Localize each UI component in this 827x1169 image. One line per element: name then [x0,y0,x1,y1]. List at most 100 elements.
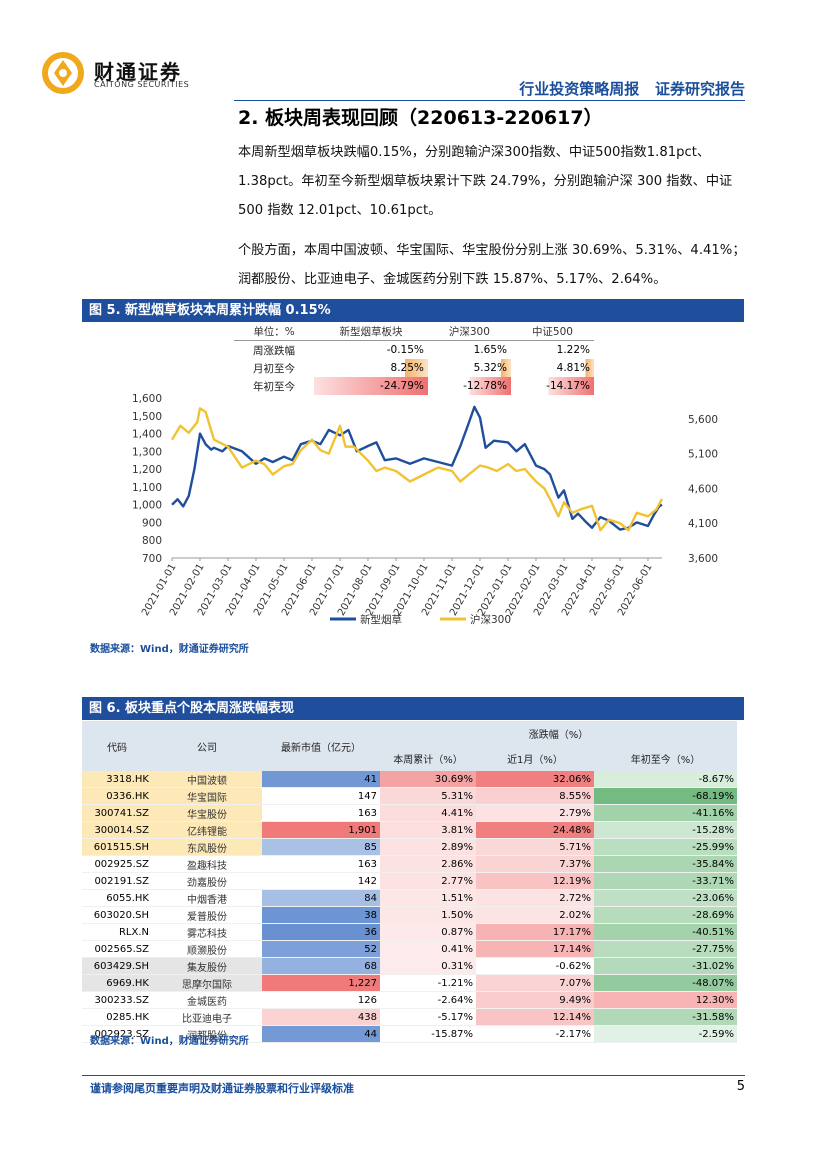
stock-month-change: 17.17% [476,923,594,941]
stock-week-change: -2.64% [380,991,476,1009]
stock-ytd-change: -68.19% [594,787,738,805]
mini-cell: -14.17% [510,377,594,395]
y-right-tick-label: 4,100 [688,518,718,530]
stock-mktcap: 68 [262,957,380,975]
stock-company: 华宝股份 [152,804,262,822]
table-row: 002925.SZ 盈趣科技 163 2.86% 7.37% -35.84% [82,855,738,873]
stock-company: 润都股份 [152,1025,262,1043]
stock-mktcap: 84 [262,889,380,907]
stock-week-change: 0.87% [380,923,476,941]
stock-company: 华宝国际 [152,787,262,805]
table-row: RLX.N 雾芯科技 36 0.87% 17.17% -40.51% [82,923,738,941]
stock-ytd-change: -35.84% [594,855,738,873]
stock-mktcap: 142 [262,872,380,890]
stock-code: 300233.SZ [82,991,152,1009]
stock-mktcap: 163 [262,855,380,873]
stock-week-change: -1.21% [380,974,476,992]
table-row: 300233.SZ 金城医药 126 -2.64% 9.49% 12.30% [82,991,738,1009]
table-row: 300741.SZ 华宝股份 163 4.41% 2.79% -41.16% [82,804,738,822]
stock-mktcap: 126 [262,991,380,1009]
paragraph-1: 本周新型烟草板块跌幅0.15%，分别跑输沪深300指数、中证500指数1.81p… [238,145,733,218]
stock-code: 6055.HK [82,889,152,907]
stock-code: 002565.SZ [82,940,152,958]
header-week: 本周累计（%） [380,746,476,771]
stock-code: 002191.SZ [82,872,152,890]
stock-week-change: 5.31% [380,787,476,805]
mini-row-label: 年初至今 [253,380,296,393]
stock-month-change: 32.06% [476,771,594,788]
y-left-tick-label: 700 [142,553,162,565]
stock-code: 300741.SZ [82,804,152,822]
stock-month-change: 9.49% [476,991,594,1009]
footer-disclaimer: 谨请参阅尾页重要声明及财通证券股票和行业评级标准 [90,1082,354,1095]
table-row: 3318.HK 中国波顿 41 30.69% 32.06% -8.67% [82,771,738,788]
table-row: 0285.HK 比亚迪电子 438 -5.17% 12.14% -31.58% [82,1008,738,1026]
stock-code: 002925.SZ [82,855,152,873]
stock-ytd-change: -31.58% [594,1008,738,1026]
stock-code: 0336.HK [82,787,152,805]
stock-mktcap: 163 [262,804,380,822]
header-change-group: 涨跌幅（%） [380,721,738,746]
stock-month-change: 24.48% [476,821,594,839]
stock-week-change: 30.69% [380,771,476,788]
table-row: 002191.SZ 劲嘉股份 142 2.77% 12.19% -33.71% [82,872,738,890]
series-line-0 [171,405,663,531]
fig5-summary-table: 单位：% 新型烟草板块 沪深300 中证500 周涨跌幅 -0.15% 1.65… [234,322,594,395]
stock-company: 盈趣科技 [152,855,262,873]
table-row: 300014.SZ 亿纬锂能 1,901 3.81% 24.48% -15.28% [82,821,738,839]
stock-month-change: 2.02% [476,906,594,924]
stock-company: 亿纬锂能 [152,821,262,839]
stock-week-change: -15.87% [380,1025,476,1043]
stock-company: 中烟香港 [152,889,262,907]
mini-cell: 4.81% [510,359,594,377]
y-right-tick-label: 3,600 [688,553,718,565]
table-row: 603429.SH 集友股份 68 0.31% -0.62% -31.02% [82,957,738,975]
stock-month-change: 7.37% [476,855,594,873]
stock-mktcap: 44 [262,1025,380,1043]
stock-month-change: 2.79% [476,804,594,822]
stock-month-change: 5.71% [476,838,594,856]
stock-company: 雾芯科技 [152,923,262,941]
mini-header-hs300: 沪深300 [427,322,511,341]
stock-month-change: 2.72% [476,889,594,907]
stock-month-change: 12.14% [476,1008,594,1026]
stock-week-change: 2.86% [380,855,476,873]
stock-week-change: 0.41% [380,940,476,958]
header-mktcap: 最新市值（亿元） [262,721,380,771]
table-row: 6969.HK 思摩尔国际 1,227 -1.21% 7.07% -48.07% [82,974,738,992]
stock-ytd-change: -8.67% [594,771,738,788]
header-divider [234,100,745,101]
header-ytd: 年初至今（%） [594,746,738,771]
mini-cell: -0.15% [386,344,424,356]
y-left-tick-label: 1,500 [132,411,162,423]
fig5-source: 数据来源：Wind，财通证券研究所 [90,644,249,655]
y-right-tick-label: 5,600 [688,414,718,426]
stock-month-change: 7.07% [476,974,594,992]
stock-mktcap: 1,901 [262,821,380,839]
y-left-tick-label: 1,100 [132,482,162,494]
stock-code: 0285.HK [82,1008,152,1026]
stock-company: 劲嘉股份 [152,872,262,890]
stock-mktcap: 1,227 [262,974,380,992]
fig5-title: 图 5. 新型烟草板块本周累计跌幅 0.15% [82,299,744,322]
stock-mktcap: 438 [262,1008,380,1026]
stock-code: 300014.SZ [82,821,152,839]
mini-header-sector: 新型烟草板块 [314,322,428,341]
stock-mktcap: 38 [262,906,380,924]
stock-month-change: 17.14% [476,940,594,958]
table-row: 603020.SH 爱普股份 38 1.50% 2.02% -28.69% [82,906,738,924]
report-kind: 证券研究报告 [654,80,745,98]
stock-ytd-change: -2.59% [594,1025,738,1043]
header-company: 公司 [152,721,262,771]
fig5-line-chart: 700 800 900 1,000 1,100 1,200 1,300 1,400 1,500 1… [132,393,718,626]
stock-company: 金城医药 [152,991,262,1009]
mini-row-label: 月初至今 [253,362,296,375]
section-title: 2. 板块周表现回顾（220613-220617） [238,107,603,129]
stock-code: 601515.SH [82,838,152,856]
stock-week-change: 4.41% [380,804,476,822]
y-left-tick-label: 1,200 [132,464,162,476]
stock-week-change: -5.17% [380,1008,476,1026]
stock-company: 顺灏股份 [152,940,262,958]
stock-code: 603429.SH [82,957,152,975]
y-left-tick-label: 1,300 [132,446,162,458]
